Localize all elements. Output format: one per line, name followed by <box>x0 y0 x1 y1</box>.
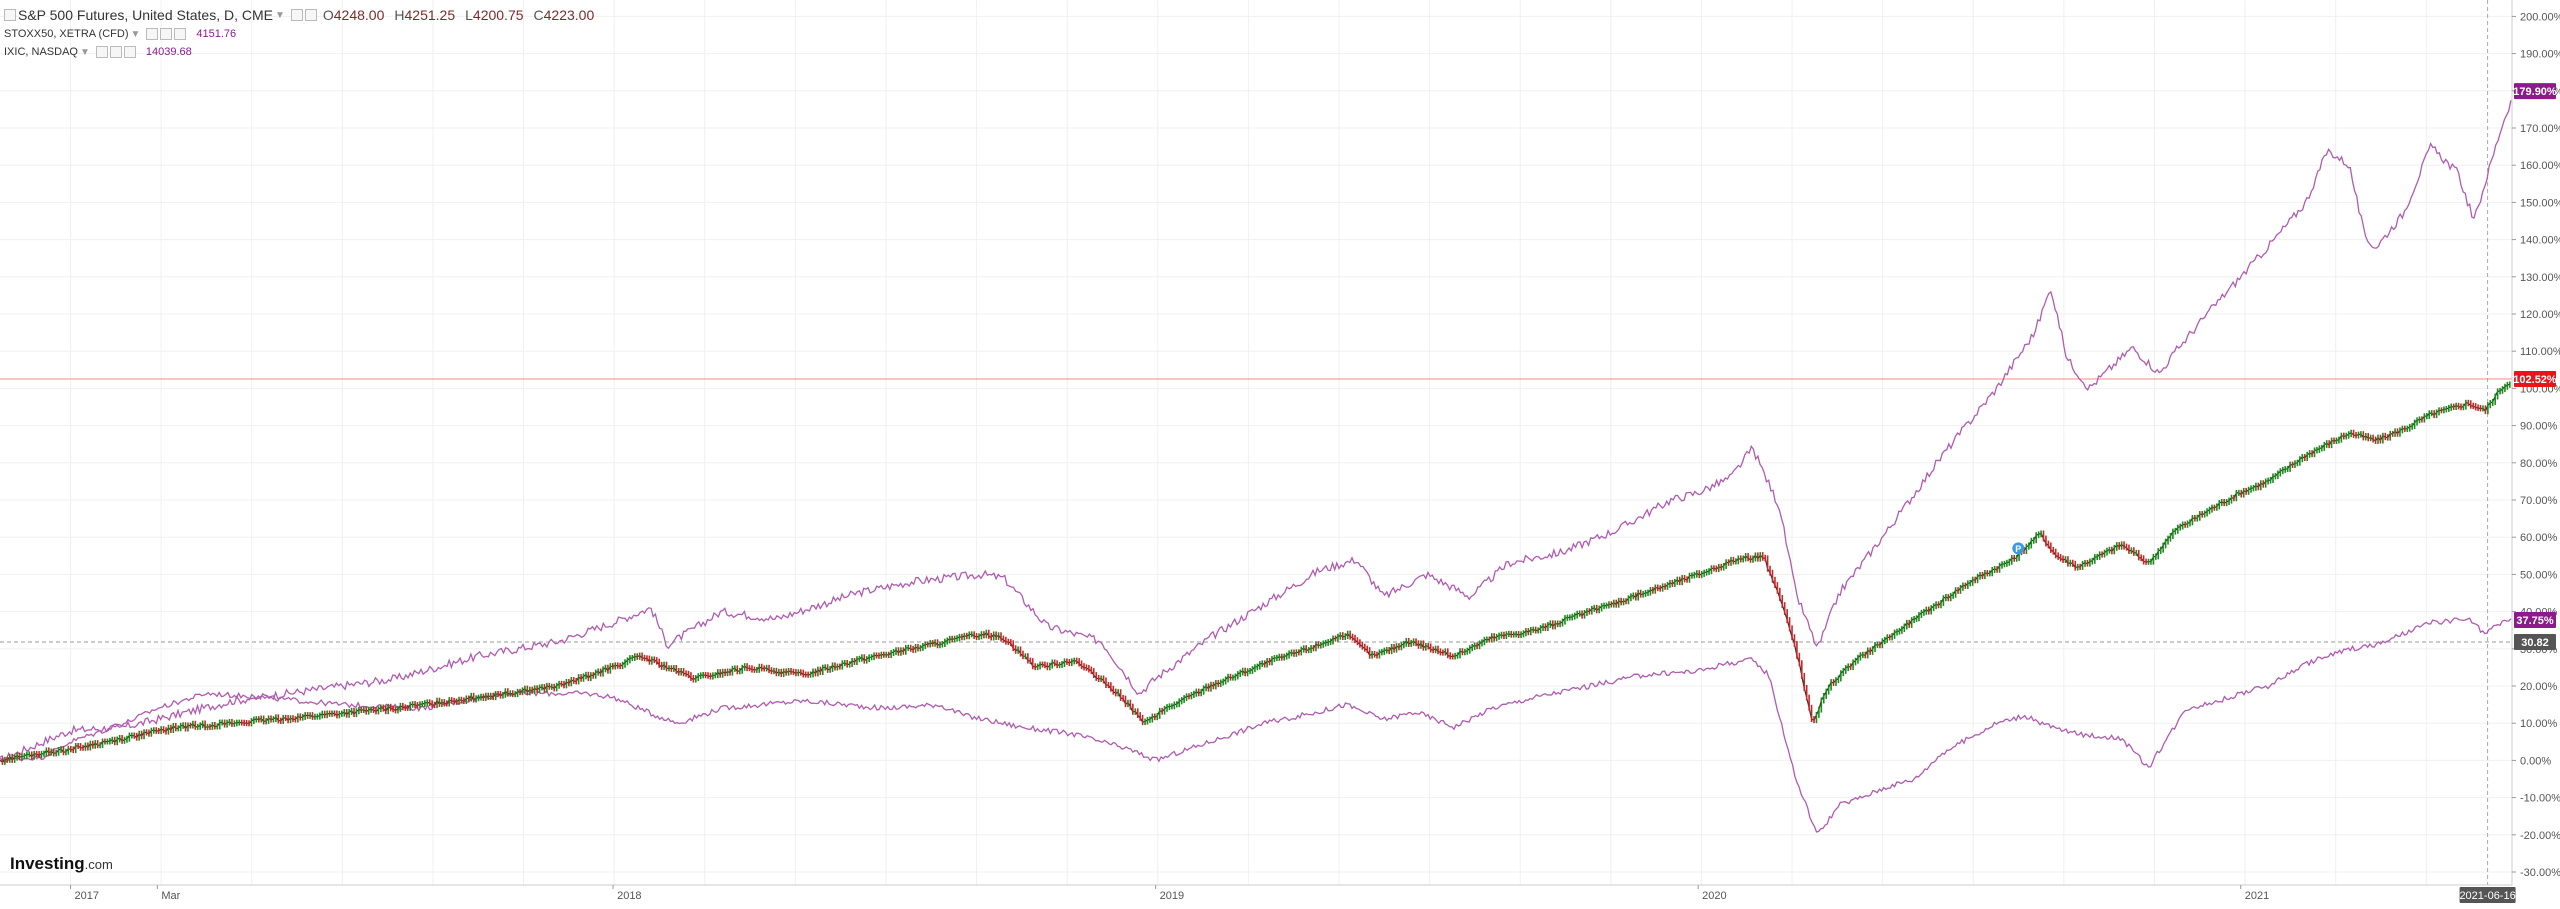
y-tick-label: 90.00% <box>2520 421 2558 433</box>
settings-icon[interactable] <box>304 9 317 21</box>
ohlc-open-label: O <box>322 7 334 23</box>
event-marker-layer: P <box>2012 542 2025 555</box>
price-tag <box>2514 634 2556 651</box>
y-tick-label: 200.00% <box>2520 11 2560 23</box>
x-tick-label: 2017 <box>75 890 99 902</box>
legend-compare-row-1: STOXX50, XETRA (CFD) ▼ 4151.76 <box>4 26 600 42</box>
eye-icon[interactable] <box>95 46 108 58</box>
price-tag-label: 30.82 <box>2521 637 2549 649</box>
eye-icon[interactable] <box>146 28 159 40</box>
x-tick-label: 2020 <box>1702 890 1726 902</box>
price-tag-label: 102.52% <box>2513 374 2557 386</box>
compare-2-value: 14039.68 <box>145 46 192 58</box>
y-tick-label: 170.00% <box>2520 123 2560 135</box>
y-tick-label: 20.00% <box>2520 681 2558 693</box>
ohlc-low-label: L <box>465 7 473 23</box>
price-tag-label: 37.75% <box>2516 615 2554 627</box>
price-tag <box>2514 371 2556 388</box>
x-tick-label: 2018 <box>617 890 641 902</box>
series-layer <box>0 100 2512 833</box>
ohlc-high-label: H <box>394 7 405 23</box>
price-tag <box>2514 83 2556 100</box>
x-tick-label: Mar <box>161 890 180 902</box>
close-icon[interactable] <box>174 28 187 40</box>
series-line <box>0 617 2512 833</box>
candle-trace <box>0 383 2510 763</box>
ohlc-high-value: 4251.25 <box>404 7 456 23</box>
y-tick-label: -10.00% <box>2520 793 2560 805</box>
x-tick-label: 2021 <box>2245 890 2269 902</box>
brand-suffix: .com <box>84 857 113 872</box>
chevron-down-icon[interactable]: ▼ <box>274 9 285 21</box>
y-tick-label: 10.00% <box>2520 718 2558 730</box>
compare-1-name: STOXX50, XETRA (CFD) <box>4 28 129 40</box>
y-tick-label: 60.00% <box>2520 532 2558 544</box>
brand-name: Investing <box>10 854 85 873</box>
brand-logo: Investing.com <box>10 854 113 874</box>
compare-2-name: IXIC, NASDAQ <box>4 46 78 58</box>
main-series-title: S&P 500 Futures, United States, D, CME <box>18 7 273 23</box>
legend-compare-row-2: IXIC, NASDAQ ▼ 14039.68 <box>4 44 600 60</box>
eye-icon[interactable] <box>290 9 303 21</box>
x-tick-label: 2019 <box>1160 890 1184 902</box>
price-tag <box>2514 611 2556 628</box>
grid <box>0 0 2512 885</box>
ohlc-close-value: 4223.00 <box>543 7 595 23</box>
y-tick-label: 70.00% <box>2520 495 2558 507</box>
compare-1-value: 4151.76 <box>196 28 237 40</box>
collapse-icon[interactable] <box>4 9 16 21</box>
y-tick-label: 120.00% <box>2520 309 2560 321</box>
horizontal-lines <box>0 0 2512 885</box>
y-tick-label: 110.00% <box>2520 346 2560 358</box>
series-line <box>0 100 2512 764</box>
event-marker <box>2012 542 2025 555</box>
y-tick-label: 140.00% <box>2520 235 2560 247</box>
ohlc-low-value: 4200.75 <box>472 7 524 23</box>
y-tick-label: 190.00% <box>2520 49 2560 61</box>
price-tag-label: 179.90% <box>2513 86 2557 98</box>
y-tick-label: -20.00% <box>2520 830 2560 842</box>
legend-main-row: S&P 500 Futures, United States, D, CME ▼… <box>4 6 600 24</box>
settings-icon[interactable] <box>160 28 173 40</box>
date-tag-label: 2021-06-16 <box>2459 890 2515 902</box>
settings-icon[interactable] <box>109 46 122 58</box>
y-tick-label: 50.00% <box>2520 569 2558 581</box>
date-tag <box>2459 887 2516 903</box>
y-tick-label: 80.00% <box>2520 458 2558 470</box>
y-tick-label: -30.00% <box>2520 867 2560 879</box>
chevron-down-icon[interactable]: ▼ <box>130 28 141 40</box>
y-tick-label: 150.00% <box>2520 197 2560 209</box>
chevron-down-icon[interactable]: ▼ <box>79 46 90 58</box>
price-tags: 179.90% 102.52% 37.75% 30.82 2021-06-16 <box>2459 83 2557 903</box>
y-tick-label: 0.00% <box>2520 755 2551 767</box>
event-marker-label: P <box>2015 544 2021 554</box>
chart-legend: S&P 500 Futures, United States, D, CME ▼… <box>4 6 600 62</box>
ohlc-close-label: C <box>533 7 544 23</box>
ohlc-open-value: 4248.00 <box>333 7 385 23</box>
y-tick-label: 160.00% <box>2520 160 2560 172</box>
close-icon[interactable] <box>123 46 136 58</box>
y-tick-label: 130.00% <box>2520 272 2560 284</box>
